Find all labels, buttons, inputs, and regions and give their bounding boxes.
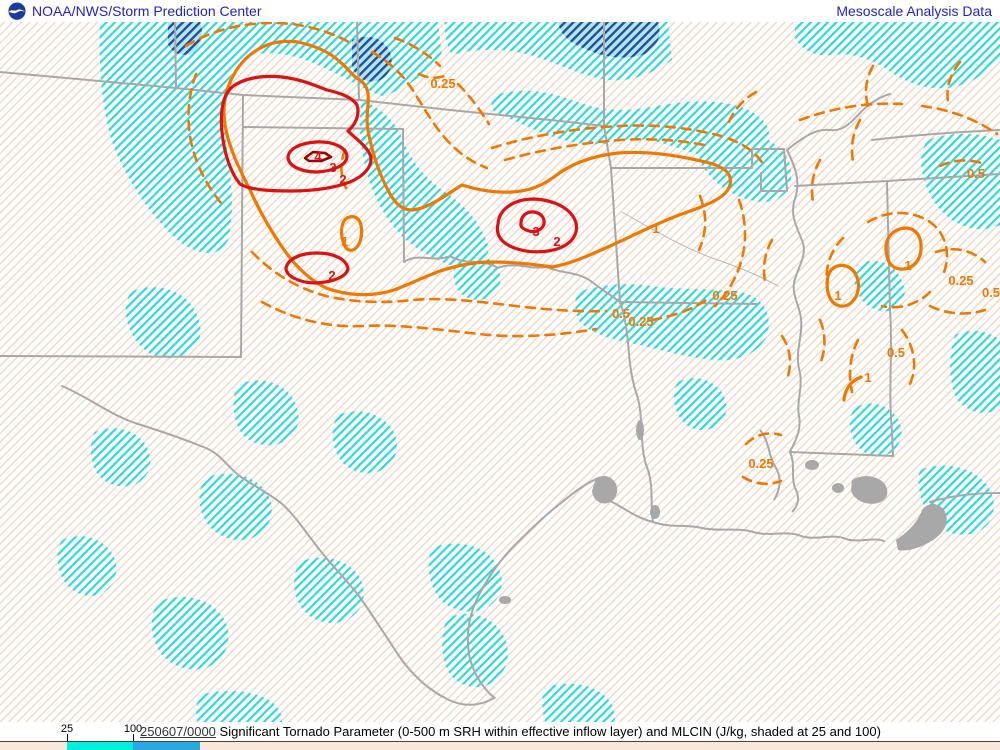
legend-tickmark [67,734,68,741]
contour-label: 1 [652,221,659,236]
bottom-strip: 25 100 250607/0000 Significant Tornado P… [0,722,1000,741]
stp-contours-dashed [184,21,999,486]
contour-label: 2 [553,234,560,249]
page-header: NOAA/NWS/Storm Prediction Center Mesosca… [0,0,1000,22]
contour-label: 1 [864,370,871,385]
stp-contours-red [219,74,579,285]
legend-tick-25: 25 [60,723,74,735]
contour-label: 0.25 [748,456,773,471]
contour-label: 0.25 [628,314,653,329]
mlcin-strong-shading [168,22,660,82]
spc-home-link[interactable]: NOAA/NWS/Storm Prediction Center [32,3,262,19]
colorbar-below-segment [0,742,1000,750]
contour-label: 0.5 [967,166,985,181]
contour-label: 1 [904,258,911,273]
water-features [499,420,947,604]
contour-label: 3 [532,224,539,239]
contour-label: 2 [339,172,346,187]
product-time-link[interactable]: 250607/0000 [140,724,216,739]
stp-contour-4 [303,150,333,163]
noaa-logo-icon [8,2,26,20]
contour-label: 4 [314,149,322,164]
contour-label: 1 [834,288,841,303]
contour-label: 0.5 [612,306,630,321]
contour-labels: 0.250.5432123210.250.50.25110.250.50.510… [314,76,1000,471]
contour-label: 0.5 [982,285,1000,300]
contour-label: 0.25 [712,288,737,303]
product-caption: 250607/0000 Significant Tornado Paramete… [140,724,881,739]
contour-label: 0.25 [948,273,973,288]
legend-tickmark [133,734,134,741]
colorbar-cin25-segment [67,742,133,750]
contour-label: 3 [329,160,336,175]
contour-label: 0.25 [430,76,455,91]
mesoscale-analysis-link[interactable]: Mesoscale Analysis Data [836,3,992,19]
mlcin-shading [57,22,1000,738]
stp-contours-solid-orange [222,39,923,402]
legend-tick-100: 100 [123,723,143,735]
contour-label: 1 [341,234,348,249]
product-caption-text: Significant Tornado Parameter (0-500 m S… [219,724,881,739]
colorbar-legend [0,742,1000,750]
colorbar-cin100-segment [133,742,200,750]
legend-rule [0,741,1000,742]
contour-label: 0.5 [887,345,905,360]
contour-label: 2 [328,268,335,283]
